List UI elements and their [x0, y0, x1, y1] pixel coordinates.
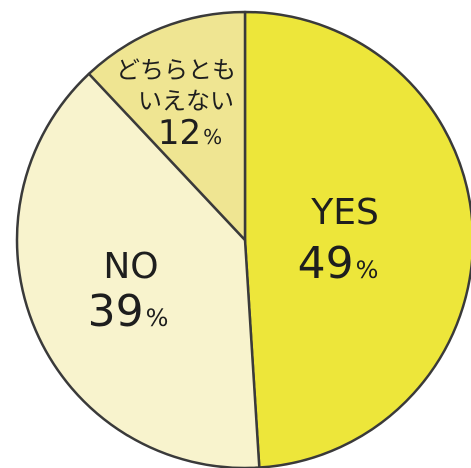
slice-label-neither-line1: どちらとも [116, 56, 236, 84]
slice-value-number-no: 39 [88, 286, 144, 337]
slice-value-unit-no: % [146, 304, 169, 332]
slice-value-unit-neither: % [203, 125, 222, 149]
slice-value-neither: 12% [158, 113, 222, 153]
slice-value-unit-yes: % [356, 256, 379, 284]
slice-value-number-neither: 12 [158, 113, 201, 153]
pie-slice-yes [243, 10, 471, 468]
slice-value-no: 39% [88, 286, 169, 337]
slice-label-no: NO [103, 246, 158, 287]
pie-labels: YES 49% NO 39% どちらとも いえない 12% [88, 56, 379, 337]
slice-label-neither-line2: いえない [138, 87, 234, 115]
slice-label-yes: YES [310, 192, 379, 233]
pie-slice-neither [87, 10, 247, 242]
slice-value-yes: 49% [298, 238, 379, 289]
slice-value-number-yes: 49 [298, 238, 354, 289]
pie-slice-no [15, 72, 261, 468]
pie-slices [15, 10, 471, 468]
